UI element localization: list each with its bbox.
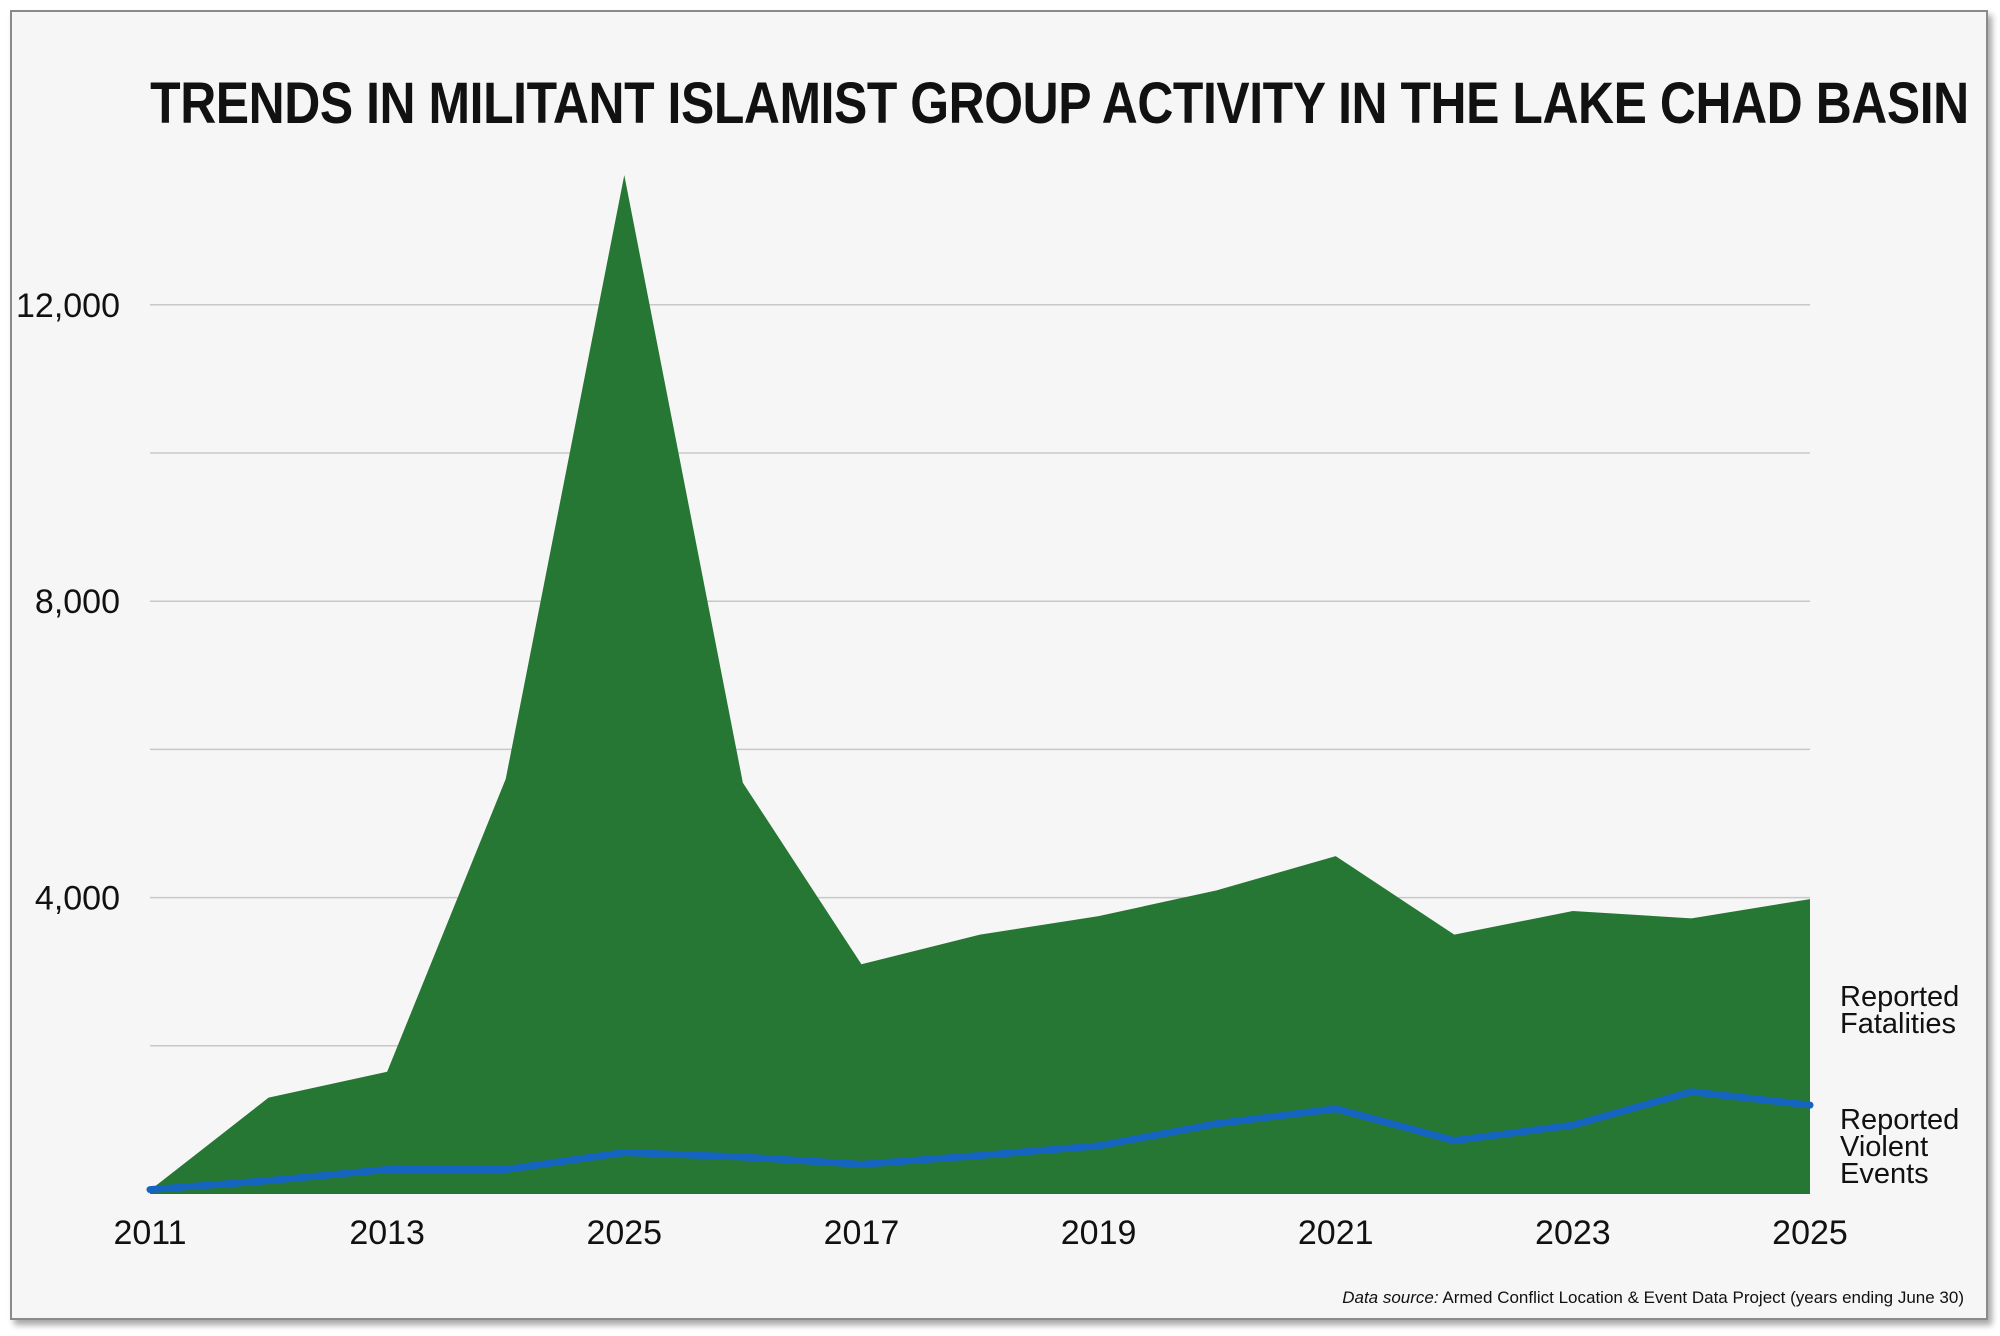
- fatalities-area-layer: [150, 175, 1810, 1194]
- x-tick-label: 2011: [113, 1214, 186, 1252]
- chart-title: TRENDS IN MILITANT ISLAMIST GROUP ACTIVI…: [150, 71, 1969, 136]
- x-tick-label: 2019: [1061, 1214, 1137, 1252]
- data-source-text: Armed Conflict Location & Event Data Pro…: [1438, 1288, 1964, 1307]
- x-tick-label: 2017: [824, 1214, 900, 1252]
- series-label-line: Reported: [1840, 1104, 1959, 1136]
- fatalities-series-label: Reported Fatalities: [1840, 981, 1959, 1040]
- y-axis-ticks: 12,000 8,000 4,000: [16, 287, 120, 918]
- series-label-line: Fatalities: [1840, 1008, 1956, 1040]
- events-series-label: Reported Violent Events: [1840, 1104, 1959, 1190]
- violent-events-line: [146, 1088, 1814, 1194]
- data-source-note: Data source: Armed Conflict Location & E…: [1342, 1288, 1964, 1308]
- x-tick-label: 2025: [586, 1214, 662, 1252]
- x-tick-label: 2021: [1298, 1214, 1374, 1252]
- x-tick-label: 2013: [349, 1214, 425, 1252]
- x-tick-label: 2025: [1772, 1214, 1848, 1252]
- data-source-prefix: Data source:: [1342, 1288, 1439, 1307]
- series-label-line: Violent: [1840, 1131, 1928, 1163]
- chart-card: TRENDS IN MILITANT ISLAMIST GROUP ACTIVI…: [10, 10, 1988, 1320]
- fatalities-area: [150, 175, 1810, 1194]
- x-tick-label: 2023: [1535, 1214, 1611, 1252]
- y-tick-label: 8,000: [35, 583, 120, 621]
- x-axis-ticks: 2011 2013 2025 2017 2019 2021 2023 2025: [113, 1214, 1847, 1252]
- chart-plot: 12,000 8,000 4,000 2011 2013 2025 2017 2019 202…: [16, 175, 1959, 1252]
- series-label-line: Events: [1840, 1158, 1929, 1190]
- events-line-layer: [146, 1088, 1814, 1194]
- y-tick-label: 4,000: [35, 880, 120, 918]
- series-label-line: Reported: [1840, 981, 1959, 1013]
- y-tick-label: 12,000: [16, 287, 120, 325]
